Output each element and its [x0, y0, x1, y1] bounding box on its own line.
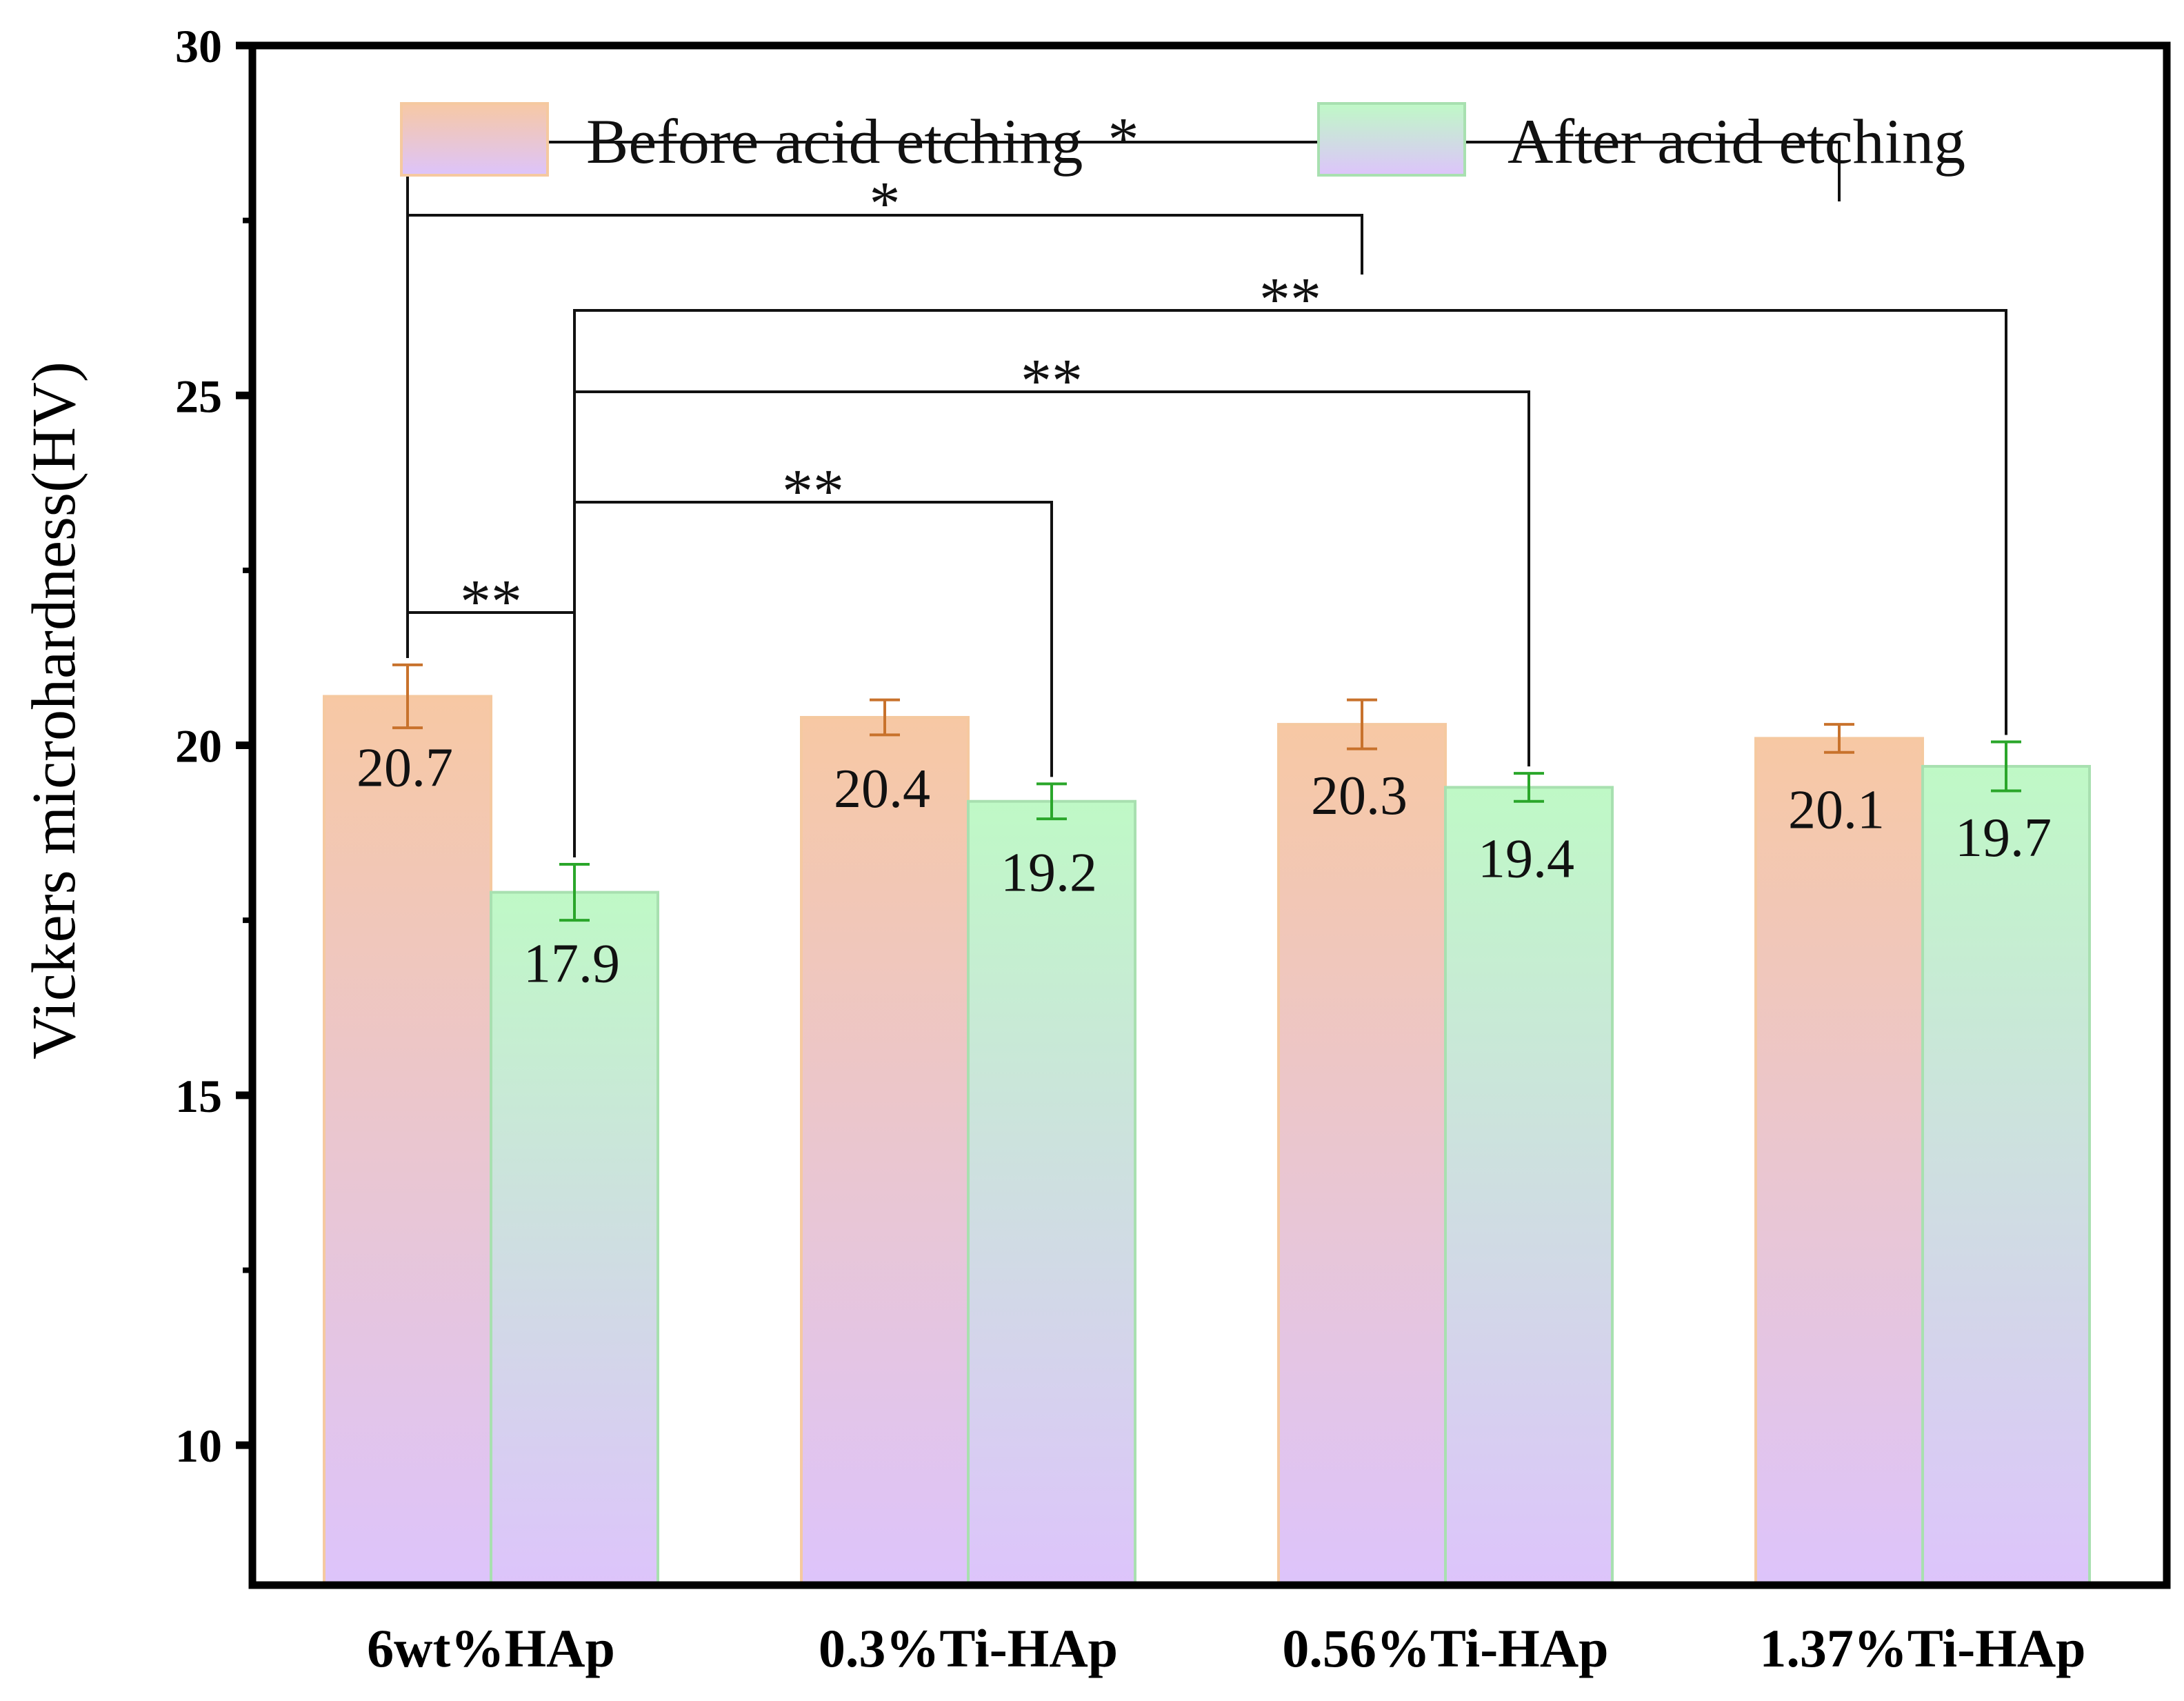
error-bar-1-2 — [1514, 772, 1544, 803]
error-bar-0-0 — [392, 663, 423, 730]
data-label-0-0: 20.7 — [357, 738, 453, 799]
bars — [323, 695, 2091, 1587]
legend: Before acid etching After acid etching — [400, 102, 1965, 177]
legend-item-before: Before acid etching — [400, 102, 1083, 177]
legend-item-after: After acid etching — [1317, 102, 1965, 177]
significance-label-3: ** — [1259, 266, 1321, 334]
data-labels: 20.7 17.9 20.4 19.2 20.3 19.4 20.1 19.7 — [357, 738, 2052, 995]
data-label-1-1: 19.2 — [1001, 843, 1097, 904]
y-tick-label-30: 30 — [175, 20, 222, 72]
y-tick-label-20: 20 — [175, 720, 222, 773]
y-tick-label-15: 15 — [175, 1070, 222, 1122]
legend-swatch — [1317, 102, 1466, 177]
bar-after-2 — [1444, 786, 1614, 1586]
bar-after-0 — [490, 891, 659, 1586]
error-bar-1-1 — [1036, 782, 1067, 821]
plot-frame — [248, 41, 2171, 1589]
significance-bracket-5 — [406, 141, 1841, 658]
x-tick-label-3: 1.37%Ti-HAp — [1759, 1618, 2085, 1678]
y-axis-title: Vickers microhardness(HV) — [20, 361, 88, 1060]
data-label-1-2: 19.4 — [1478, 828, 1574, 889]
data-label-1-3: 19.7 — [1955, 808, 2052, 868]
significance-label-5: * — [1108, 106, 1139, 174]
data-label-0-1: 20.4 — [834, 759, 930, 819]
legend-label: Before acid etching — [586, 106, 1083, 177]
significance-bracket-4 — [406, 214, 1363, 658]
error-bars — [392, 663, 2021, 922]
axes: 10 15 20 25 30 6wt%HAp 0.3%Ti-HAp 0.56%Ti-HAp 1.… — [175, 20, 2171, 1678]
legend-label: After acid etching — [1507, 106, 1965, 177]
error-bar-0-2 — [1347, 698, 1377, 750]
data-label-1-0: 17.9 — [523, 934, 620, 995]
error-bar-0-3 — [1824, 723, 1854, 754]
y-tick-label-25: 25 — [175, 370, 222, 422]
bar-before-3 — [1754, 737, 1924, 1586]
significance-label-2: ** — [1021, 347, 1083, 415]
significance-label-0: ** — [460, 568, 522, 636]
significance-bracket-3 — [573, 309, 2007, 858]
bar-after-3 — [1921, 764, 2091, 1586]
significance-label-1: ** — [782, 457, 844, 526]
data-label-0-2: 20.3 — [1311, 766, 1407, 826]
y-tick-label-10: 10 — [175, 1420, 222, 1472]
x-tick-label-1: 0.3%Ti-HAp — [819, 1618, 1118, 1678]
bar-before-2 — [1277, 723, 1447, 1586]
error-bar-0-1 — [870, 698, 900, 737]
x-tick-label-2: 0.56%Ti-HAp — [1282, 1618, 1608, 1678]
bar-before-0 — [323, 695, 492, 1587]
significance-brackets: ********** — [406, 106, 2007, 858]
legend-swatch — [400, 102, 549, 177]
bar-after-1 — [967, 799, 1136, 1586]
significance-label-4: * — [870, 170, 901, 238]
error-bar-1-0 — [559, 863, 590, 922]
error-bar-1-3 — [1991, 740, 2021, 793]
x-tick-label-0: 6wt%HAp — [367, 1618, 615, 1678]
bar-before-1 — [800, 715, 970, 1586]
data-label-0-3: 20.1 — [1788, 779, 1885, 840]
